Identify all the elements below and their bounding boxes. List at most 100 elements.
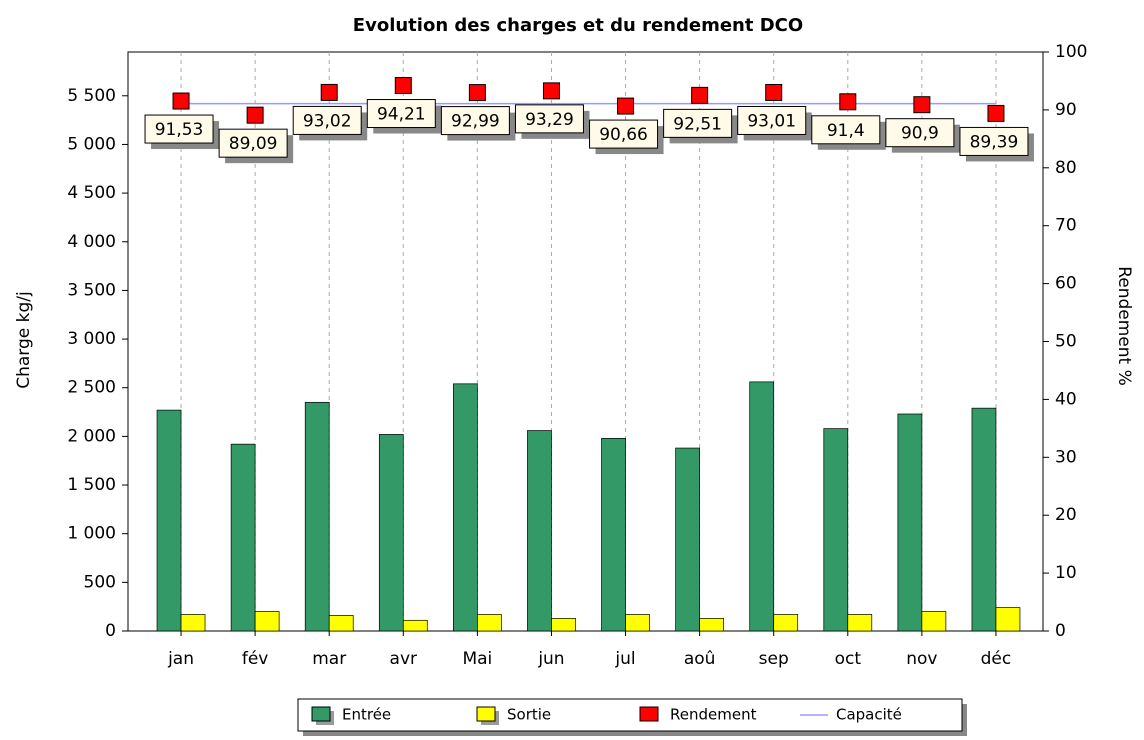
- y-tick-label: 3 500: [67, 280, 116, 300]
- legend-label: Sortie: [507, 706, 551, 724]
- bar: [971, 407, 997, 632]
- bar: [180, 614, 206, 632]
- data-label: 90,66: [599, 125, 648, 145]
- legend-swatch: [476, 706, 496, 722]
- y2-tick-label: 100: [1055, 42, 1087, 62]
- label-box: [218, 128, 288, 158]
- data-label: 93,02: [303, 111, 352, 131]
- legend-label: Entrée: [342, 706, 391, 724]
- y-tick-label: 500: [84, 572, 116, 592]
- x-tick-label: Mai: [462, 649, 492, 669]
- bar: [551, 617, 576, 632]
- bar: [847, 614, 873, 632]
- data-label: 91,53: [155, 120, 204, 140]
- marker: [839, 93, 857, 111]
- label-box: [514, 104, 584, 134]
- bar: [995, 607, 1021, 632]
- marker: [172, 92, 190, 110]
- label-box: [959, 126, 1029, 156]
- bar: [477, 614, 502, 632]
- label-box: [737, 105, 807, 135]
- data-label: 94,21: [377, 105, 426, 125]
- bar: [921, 611, 947, 632]
- x-tick-label: jul: [614, 649, 635, 669]
- x-tick-label: sep: [759, 649, 789, 669]
- marker: [246, 106, 264, 124]
- bar: [402, 619, 428, 632]
- label-box: [811, 115, 881, 145]
- bar: [230, 443, 256, 632]
- x-tick-label: déc: [981, 649, 1012, 669]
- marker: [542, 82, 560, 100]
- bar: [897, 413, 923, 632]
- y-tick-label: 5 000: [67, 134, 116, 154]
- y2-axis-label: Rendement %: [1114, 266, 1134, 386]
- chart-title: Evolution des charges et du rendement DC…: [353, 15, 803, 36]
- marker: [320, 83, 338, 101]
- bar: [304, 401, 330, 632]
- data-label: 89,09: [229, 134, 278, 154]
- x-tick-label: aoû: [684, 649, 716, 669]
- y-tick-label: 0: [105, 621, 116, 641]
- x-tick-label: avr: [390, 649, 417, 669]
- legend: [297, 698, 963, 732]
- y2-tick-label: 70: [1055, 216, 1077, 236]
- y2-tick-label: 90: [1055, 100, 1077, 120]
- y-tick-label: 2 000: [67, 426, 116, 446]
- marker: [765, 83, 783, 101]
- label-box: [366, 99, 436, 129]
- data-label: 92,51: [673, 114, 722, 134]
- y-tick-label: 2 500: [67, 378, 116, 398]
- marker: [691, 86, 709, 104]
- y-tick-label: 3 000: [67, 329, 116, 349]
- bar: [749, 381, 775, 632]
- label-box: [885, 118, 955, 148]
- data-label: 93,29: [525, 110, 574, 130]
- x-tick-label: nov: [906, 649, 937, 669]
- x-tick-label: fév: [242, 649, 269, 669]
- x-tick-label: oct: [835, 649, 862, 669]
- y-tick-label: 4 500: [67, 183, 116, 203]
- marker: [468, 84, 486, 102]
- y-tick-label: 1 500: [67, 475, 116, 495]
- bar: [675, 447, 700, 632]
- label-box: [589, 119, 659, 149]
- legend-swatch: [639, 706, 659, 722]
- y-tick-label: 4 000: [67, 232, 116, 252]
- y2-tick-label: 10: [1055, 563, 1077, 583]
- bar: [625, 614, 650, 632]
- x-tick-label: mar: [312, 649, 346, 669]
- bar: [453, 383, 478, 632]
- bar: [699, 617, 724, 632]
- x-tick-label: jun: [537, 649, 564, 669]
- bar: [601, 437, 626, 632]
- legend-label: Rendement: [670, 706, 757, 724]
- bar: [773, 614, 799, 632]
- bar: [527, 430, 552, 632]
- bar: [254, 611, 280, 632]
- y2-tick-label: 40: [1055, 389, 1077, 409]
- y2-tick-label: 20: [1055, 505, 1077, 525]
- legend-swatch: [311, 706, 331, 722]
- y-tick-label: 5 500: [67, 86, 116, 106]
- data-label: 93,01: [747, 111, 796, 131]
- marker: [394, 77, 412, 95]
- label-box: [440, 106, 510, 136]
- bar: [156, 409, 182, 632]
- y2-tick-label: 50: [1055, 332, 1077, 352]
- x-tick-label: jan: [167, 649, 194, 669]
- bar: [378, 434, 404, 632]
- y2-tick-label: 60: [1055, 274, 1077, 294]
- label-box: [663, 108, 733, 138]
- y2-tick-label: 30: [1055, 447, 1077, 467]
- marker: [987, 104, 1005, 122]
- y2-tick-label: 80: [1055, 158, 1077, 178]
- data-label: 90,9: [901, 124, 939, 144]
- data-label: 91,4: [827, 121, 865, 141]
- marker: [913, 96, 931, 114]
- data-label: 89,39: [970, 132, 1019, 152]
- y-axis-label: Charge kg/j: [14, 291, 34, 389]
- legend-label: Capacité: [836, 706, 902, 724]
- label-box: [292, 105, 362, 135]
